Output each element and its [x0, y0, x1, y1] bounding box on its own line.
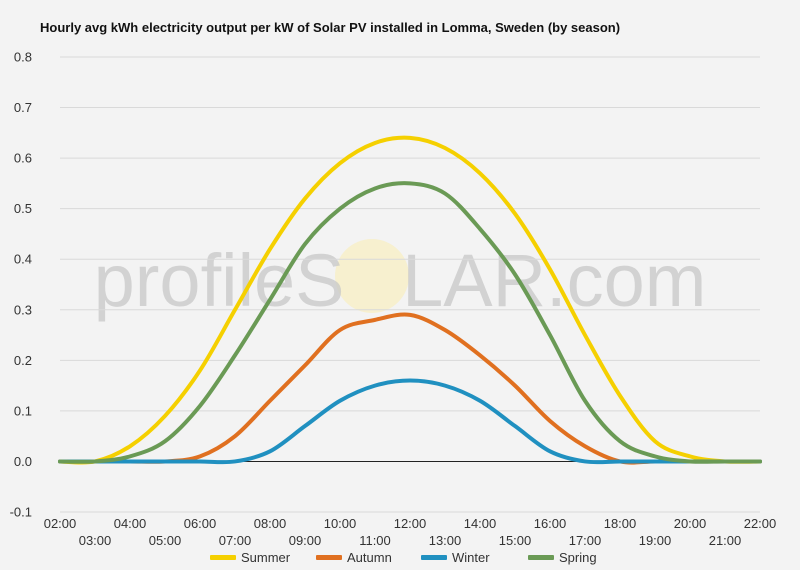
x-tick-label: 03:00	[79, 533, 112, 548]
series-line-winter	[58, 378, 762, 465]
y-tick-label: 0.2	[14, 353, 32, 368]
x-tick-label: 05:00	[149, 533, 182, 548]
x-tick-label: 06:00	[184, 516, 217, 531]
x-tick-label: 07:00	[219, 533, 252, 548]
legend-swatch	[421, 555, 447, 560]
legend-swatch	[210, 555, 236, 560]
y-tick-label: 0.0	[14, 454, 32, 469]
y-tick-label: 0.1	[14, 403, 32, 418]
series-lines	[58, 135, 762, 465]
x-tick-label: 13:00	[429, 533, 462, 548]
x-tick-label: 20:00	[674, 516, 707, 531]
legend-item-autumn: Autumn	[316, 550, 392, 565]
legend-swatch	[528, 555, 554, 560]
x-tick-label: 22:00	[744, 516, 777, 531]
x-tick-label: 18:00	[604, 516, 637, 531]
legend-label: Spring	[559, 550, 597, 565]
x-tick-label: 16:00	[534, 516, 567, 531]
legend-label: Summer	[241, 550, 291, 565]
x-axis: 02:0003:0004:0005:0006:0007:0008:0009:00…	[44, 516, 777, 548]
y-tick-label: 0.8	[14, 50, 32, 65]
x-tick-label: 19:00	[639, 533, 672, 548]
watermark-sun-icon	[335, 239, 409, 313]
grid-lines	[60, 56, 760, 513]
y-tick-label: 0.6	[14, 151, 32, 166]
x-tick-label: 17:00	[569, 533, 602, 548]
legend: Summer Autumn Winter Spring	[210, 550, 597, 565]
x-tick-label: 12:00	[394, 516, 427, 531]
x-tick-label: 21:00	[709, 533, 742, 548]
y-axis: -0.1 0.0 0.1 0.2 0.3 0.4 0.5 0.6 0.7 0.8	[10, 50, 32, 520]
x-tick-label: 15:00	[499, 533, 532, 548]
series-line-summer	[58, 135, 762, 465]
legend-label: Winter	[452, 550, 490, 565]
legend-item-winter: Winter	[421, 550, 490, 565]
series-line-spring	[58, 181, 762, 464]
x-tick-label: 14:00	[464, 516, 497, 531]
x-tick-label: 11:00	[359, 533, 391, 548]
legend-item-spring: Spring	[528, 550, 597, 565]
y-tick-label: -0.1	[10, 505, 32, 520]
watermark-prefix: profileS	[94, 239, 345, 322]
y-tick-label: 0.3	[14, 302, 32, 317]
y-tick-label: 0.5	[14, 201, 32, 216]
x-tick-label: 04:00	[114, 516, 147, 531]
legend-item-summer: Summer	[210, 550, 291, 565]
chart-title: Hourly avg kWh electricity output per kW…	[40, 20, 620, 35]
x-tick-label: 08:00	[254, 516, 287, 531]
legend-swatch	[316, 555, 342, 560]
x-tick-label: 10:00	[324, 516, 357, 531]
legend-label: Autumn	[347, 550, 392, 565]
x-tick-label: 09:00	[289, 533, 322, 548]
x-tick-label: 02:00	[44, 516, 77, 531]
y-tick-label: 0.7	[14, 100, 32, 115]
y-tick-label: 0.4	[14, 252, 32, 267]
